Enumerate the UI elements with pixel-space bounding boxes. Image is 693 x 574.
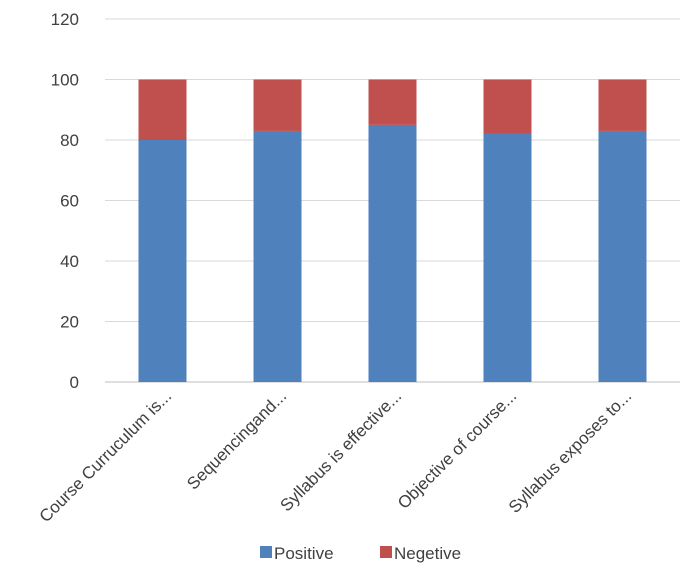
x-category-label: Course Curruculum is... (36, 386, 176, 526)
bar-negetive-4 (483, 79, 532, 134)
bar-positive-4 (483, 133, 532, 382)
x-category-label: Sequencingand... (183, 386, 290, 493)
x-category-label: Objective of course... (394, 386, 520, 512)
y-tick-label: 0 (70, 373, 79, 392)
legend: Positive Negetive (260, 544, 461, 563)
bar-negetive-1 (138, 79, 187, 140)
bar-negetive-3 (368, 79, 417, 125)
legend-label-positive: Positive (274, 544, 334, 563)
y-tick-label: 40 (60, 252, 79, 271)
x-axis-category-labels: Course Curruculum is... Sequencingand...S… (36, 386, 636, 526)
y-tick-label: 20 (60, 313, 79, 332)
y-tick-label: 60 (60, 192, 79, 211)
bar-negetive-2 (253, 79, 302, 131)
y-tick-label: 80 (60, 131, 79, 150)
x-category-label: Syllabus exposes to... (505, 386, 635, 516)
bars (138, 79, 647, 382)
y-tick-label: 100 (51, 71, 79, 90)
legend-swatch-positive (260, 546, 272, 558)
x-category-label: Syllabus is effective... (277, 386, 406, 515)
bar-positive-2 (253, 130, 302, 382)
bar-positive-3 (368, 124, 417, 382)
y-tick-label: 120 (51, 10, 79, 29)
y-axis-tick-labels: 0 20 40 60 80 100 120 (51, 10, 79, 392)
bar-negetive-5 (598, 79, 647, 131)
legend-swatch-negetive (380, 546, 392, 558)
bar-positive-5 (598, 130, 647, 382)
bar-positive-1 (138, 140, 187, 382)
legend-label-negetive: Negetive (394, 544, 461, 563)
